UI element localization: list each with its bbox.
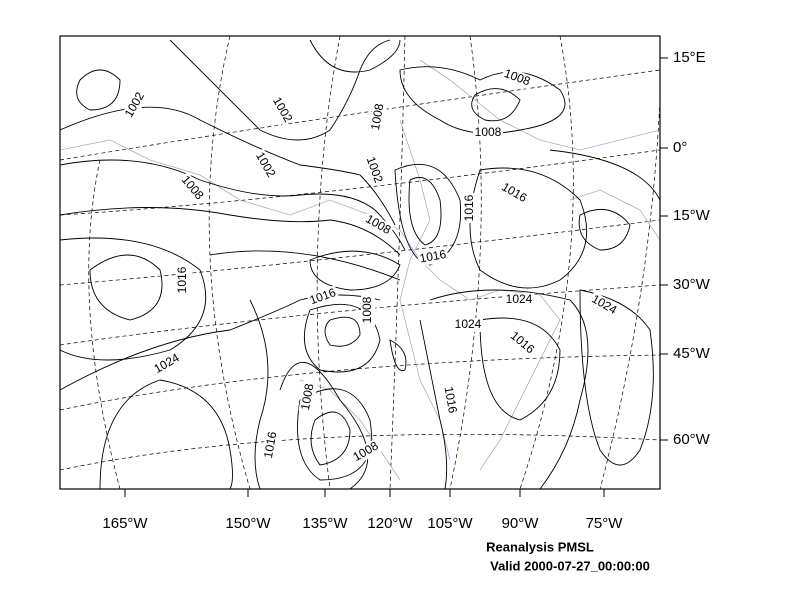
contour-label-bg — [298, 381, 318, 413]
contour-label-bg — [440, 384, 460, 416]
lon-label: 165°W — [102, 515, 148, 532]
graticule — [60, 36, 660, 489]
contour-label: 1008 — [298, 382, 316, 411]
contour-label-bg — [368, 101, 388, 133]
contour-label: 1016 — [261, 430, 279, 459]
contour-label-bg — [306, 285, 340, 309]
lat-label: 0° — [673, 139, 687, 156]
lat-label: 45°W — [673, 345, 711, 362]
coastlines — [60, 59, 660, 481]
lon-label: 135°W — [302, 515, 348, 532]
contour-label: 1008 — [475, 125, 502, 139]
lon-label: 90°W — [502, 515, 540, 532]
lat-label: 15°E — [673, 49, 706, 66]
contour-label-bg — [251, 148, 279, 182]
caption-title: Reanalysis PMSL — [486, 539, 594, 554]
caption-valid: Valid 2000-07-27_00:00:00 — [490, 558, 650, 573]
contour-label: 1008 — [368, 102, 386, 131]
contour-label-bg — [500, 66, 534, 90]
contour-label-bg — [417, 247, 449, 267]
contour-label-bg — [463, 193, 477, 223]
map-area — [60, 36, 660, 489]
contour-label-bg — [361, 295, 375, 325]
contour-label-bg — [176, 265, 190, 295]
map-frame — [59, 35, 661, 490]
lon-label: 75°W — [586, 515, 624, 532]
contour-label-bg — [473, 126, 503, 140]
contour-label-bg — [349, 438, 383, 466]
contour-label: 1024 — [506, 292, 533, 306]
contour-label-bg — [506, 327, 538, 359]
contour-label-bg — [504, 293, 534, 307]
contour-label-bg — [268, 93, 296, 127]
contours — [60, 39, 660, 489]
lat-label: 30°W — [673, 276, 711, 293]
contour-label: 1008 — [360, 296, 374, 323]
lon-label: 120°W — [367, 515, 413, 532]
contour-label: 1016 — [175, 266, 189, 293]
lat-label: 15°W — [673, 207, 711, 224]
contour-label-bg — [453, 318, 483, 332]
contour-label-bg — [361, 211, 395, 239]
lon-label: 150°W — [225, 515, 271, 532]
contour-label-bg — [261, 429, 281, 461]
contour-label: 1016 — [442, 385, 460, 414]
contour-label: 1016 — [462, 194, 476, 221]
contour-label-bg — [362, 153, 386, 187]
lat-label: 60°W — [673, 431, 711, 448]
contour-label: 1016 — [418, 247, 447, 265]
lon-label: 105°W — [427, 515, 473, 532]
contour-label-bg — [587, 291, 621, 319]
contour-label-bg — [121, 88, 149, 122]
contour-label-bg — [176, 172, 208, 204]
contour-label: 1024 — [455, 317, 482, 331]
contour-label-bg — [497, 179, 531, 207]
contour-label-bg — [150, 350, 184, 378]
